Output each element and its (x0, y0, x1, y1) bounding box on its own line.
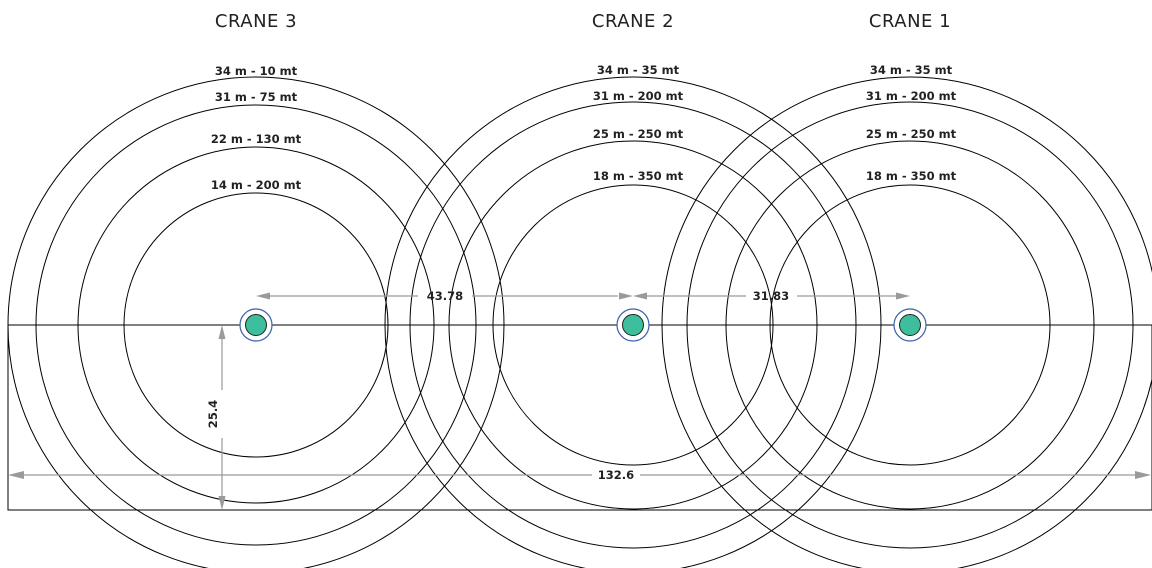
crane-1-ring-31m (686, 101, 1134, 549)
arrow-left-icon (633, 292, 647, 300)
crane-1-position-icon (899, 314, 921, 336)
dimension-site-offset: 25.4 (206, 325, 226, 510)
crane-3-ring-34m (7, 76, 505, 568)
dimension-label-site-offset: 25.4 (206, 400, 220, 428)
crane-2-ring-label: 34 m - 35 mt (597, 63, 680, 77)
crane-2-ring-31m (409, 101, 857, 549)
crane-2-ring-label: 31 m - 200 mt (593, 89, 684, 103)
crane-1-rings (661, 76, 1152, 568)
crane-1-ring-18m (769, 184, 1051, 466)
crane-2-ring-label: 25 m - 250 mt (593, 127, 684, 141)
arrow-right-icon (1135, 471, 1151, 479)
crane-1-ring-label: 18 m - 350 mt (866, 169, 957, 183)
dimension-crane2-crane1: 31.83 (633, 289, 910, 303)
crane-1-ring-label: 25 m - 250 mt (866, 127, 957, 141)
crane-3-position-icon (245, 314, 267, 336)
crane-3-ring-31m (35, 104, 477, 546)
dimension-label-site-length: 132.6 (598, 468, 634, 482)
arrow-left-icon (256, 292, 270, 300)
crane-3-ring-label: 14 m - 200 mt (211, 178, 302, 192)
crane-3-title: CRANE 3 (215, 11, 297, 32)
crane-1-ring-label: 31 m - 200 mt (866, 89, 957, 103)
arrow-up-icon (218, 325, 226, 339)
arrow-left-icon (8, 471, 24, 479)
crane-2-ring-25m (448, 140, 818, 510)
crane-1-title: CRANE 1 (869, 11, 951, 32)
dimension-label-crane3-crane2: 43.78 (427, 289, 463, 303)
crane-1-ring-34m (661, 76, 1152, 568)
dimension-crane3-crane2: 43.78 (256, 289, 633, 303)
dimension-site-length: 132.6 (8, 468, 1151, 482)
site-boundary (7, 324, 1152, 511)
crane-2-title: CRANE 2 (592, 11, 674, 32)
arrow-right-icon (896, 292, 910, 300)
dimension-label-crane2-crane1: 31.83 (753, 289, 789, 303)
arrow-down-icon (218, 496, 226, 510)
crane-3-ring-label: 34 m - 10 mt (215, 64, 298, 78)
crane-2-ring-18m (492, 184, 774, 466)
crane-1-marker (893, 308, 927, 342)
crane-3-marker (239, 308, 273, 342)
crane-3-ring-14m (123, 192, 389, 458)
crane-1-ring-25m (725, 140, 1095, 510)
crane-2-position-icon (622, 314, 644, 336)
crane-3-ring-label: 31 m - 75 mt (215, 90, 298, 104)
crane-3-ring-22m (77, 146, 435, 504)
crane-2-marker (616, 308, 650, 342)
crane-1-ring-label: 34 m - 35 mt (870, 63, 953, 77)
crane-2-rings (384, 76, 882, 568)
crane-3-ring-label: 22 m - 130 mt (211, 132, 302, 146)
crane-2-ring-label: 18 m - 350 mt (593, 169, 684, 183)
crane-3-rings (7, 76, 505, 568)
crane-2-ring-34m (384, 76, 882, 568)
arrow-right-icon (619, 292, 633, 300)
